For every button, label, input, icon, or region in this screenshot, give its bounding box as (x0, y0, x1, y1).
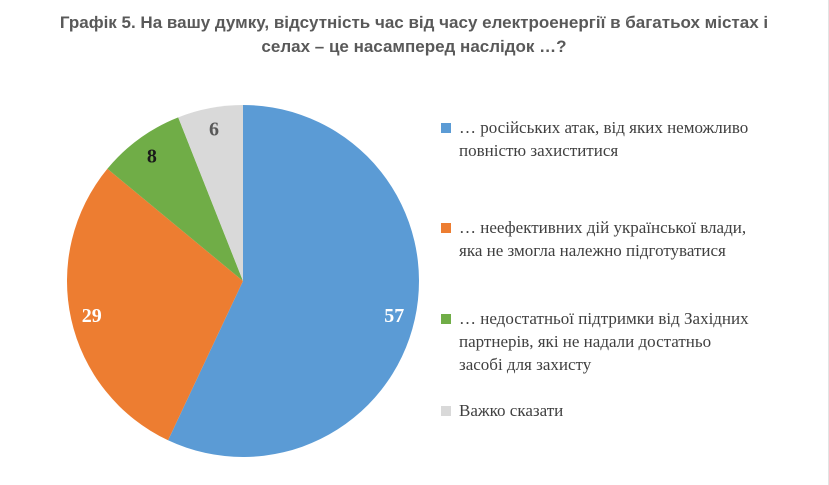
legend-swatch-blue (441, 123, 451, 133)
pie-slice (107, 117, 243, 281)
pie-slice-label: 6 (209, 119, 219, 141)
legend-swatch-gray (441, 406, 451, 416)
chart-title-line-1: Графік 5. На вашу думку, відсутність час… (59, 13, 769, 32)
pie-slice (178, 105, 243, 281)
pie-slice-label: 29 (82, 305, 102, 327)
pie-slice (66, 168, 243, 441)
chart-title-line-2: селах – це насамперед наслідок …? (261, 37, 567, 56)
legend-label-line: … російських атак, від яких неможливо (459, 118, 749, 137)
legend: … російських атак, від яких неможливо по… (441, 0, 811, 485)
legend-item-ineffective-government: … неефективних дій української влади, як… (441, 216, 791, 262)
legend-label: … недостатньої підтримки від Західних па… (459, 307, 791, 376)
legend-label-line: Важко сказати (459, 401, 564, 420)
legend-label-line: яка не змогла належно підготуватися (459, 241, 726, 260)
legend-label: … неефективних дій української влади, як… (459, 216, 791, 262)
legend-label-line: партнерів, які не надали достатньо (459, 332, 712, 351)
legend-label-line: … неефективних дій української влади, (459, 218, 747, 237)
legend-item-hard-to-say: Важко сказати (441, 399, 791, 422)
legend-item-insufficient-western-support: … недостатньої підтримки від Західних па… (441, 307, 791, 376)
legend-item-russian-attacks: … російських атак, від яких неможливо по… (441, 116, 791, 162)
legend-label: … російських атак, від яких неможливо по… (459, 116, 791, 162)
legend-label-line: повністю захиститися (459, 141, 619, 160)
legend-label-line: засобі для захисту (459, 355, 592, 374)
legend-swatch-green (441, 314, 451, 324)
legend-swatch-orange (441, 223, 451, 233)
pie-slice-label: 8 (147, 146, 157, 168)
pie-slice-label: 57 (384, 305, 404, 327)
pie-slice (168, 105, 419, 458)
legend-label-line: … недостатньої підтримки від Західних (459, 309, 749, 328)
legend-label: Важко сказати (459, 399, 791, 422)
chart-title: Графік 5. На вашу думку, відсутність час… (0, 11, 828, 59)
